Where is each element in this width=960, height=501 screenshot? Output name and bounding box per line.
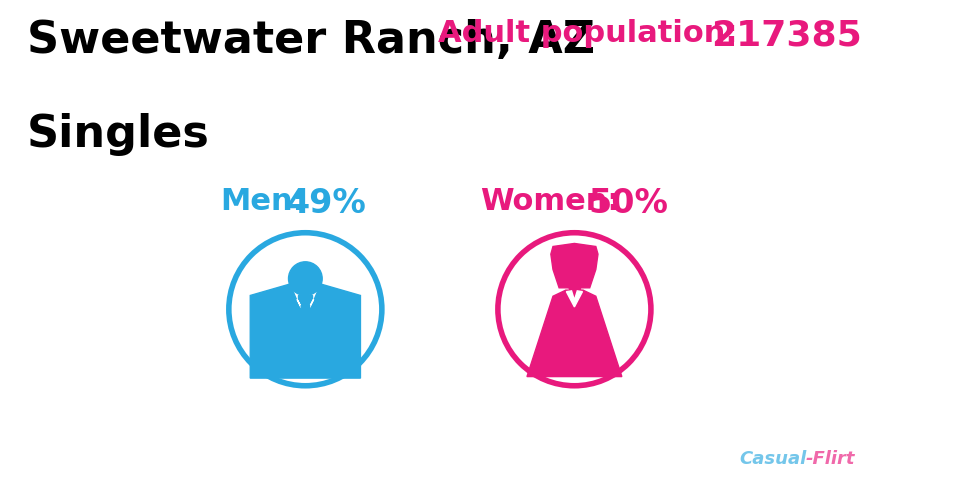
Polygon shape <box>527 291 622 377</box>
Text: 49%: 49% <box>286 186 366 219</box>
Polygon shape <box>251 285 360 378</box>
Text: Men:: Men: <box>221 186 305 215</box>
Text: 50%: 50% <box>588 186 668 219</box>
Text: Casual: Casual <box>739 449 806 467</box>
Polygon shape <box>300 306 310 340</box>
Text: Women:: Women: <box>480 186 619 215</box>
Text: Sweetwater Ranch, AZ: Sweetwater Ranch, AZ <box>27 19 595 62</box>
Polygon shape <box>566 291 583 307</box>
Circle shape <box>289 263 323 296</box>
Polygon shape <box>551 244 598 288</box>
Polygon shape <box>297 300 314 315</box>
Polygon shape <box>299 296 312 305</box>
Circle shape <box>560 260 589 290</box>
Polygon shape <box>568 288 580 298</box>
Text: Adult population:: Adult population: <box>438 19 737 48</box>
Text: 217385: 217385 <box>711 19 862 53</box>
Text: -Flirt: -Flirt <box>805 449 855 467</box>
Text: Singles: Singles <box>27 113 209 155</box>
